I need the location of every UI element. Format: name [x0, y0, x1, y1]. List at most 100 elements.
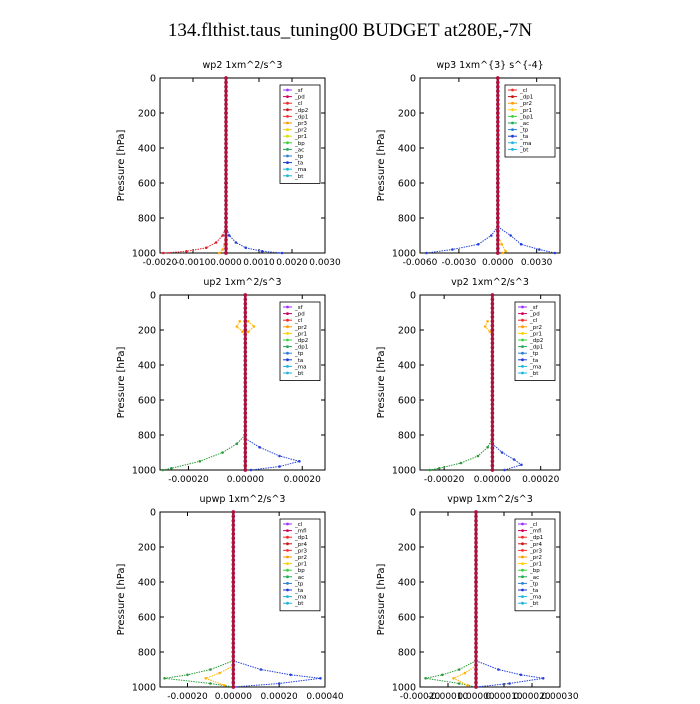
series-point [249, 468, 253, 472]
series-point [466, 684, 469, 687]
series-point [224, 225, 228, 229]
x-tick-label: 0.00000 [227, 475, 264, 485]
legend-marker [521, 575, 524, 579]
series-point [496, 120, 500, 124]
legend-entry: _pr2 [294, 128, 307, 134]
series-point [490, 393, 495, 398]
series-point [243, 315, 248, 319]
legend-marker [521, 601, 524, 605]
series-point [243, 306, 248, 310]
legend-marker [286, 351, 289, 355]
series-point [243, 297, 248, 302]
legend-entry: _pr3 [294, 548, 308, 554]
series-point [496, 163, 500, 168]
legend-entry: _cl [529, 318, 538, 324]
series-point [231, 624, 236, 628]
series-point [496, 233, 500, 238]
y-axis-label: Pressure [hPa] [116, 564, 127, 636]
legend-marker [521, 345, 524, 348]
y-tick-label: 800 [138, 648, 156, 659]
y-axis-label: Pressure [hPa] [376, 564, 387, 636]
series-point [490, 433, 495, 437]
series-point [231, 554, 236, 558]
series-point [496, 251, 500, 255]
legend-marker [286, 358, 289, 362]
series-point [224, 141, 228, 146]
series-point [496, 150, 500, 155]
series-point [477, 243, 480, 246]
x-tick-label: -0.0020 [143, 258, 178, 268]
y-tick-label: 800 [398, 214, 416, 225]
legend-entry: _dp1 [519, 95, 533, 101]
series-point [474, 571, 478, 576]
series-point [441, 673, 444, 677]
series-point [261, 250, 264, 253]
series-point [474, 536, 478, 541]
series-point [490, 463, 495, 468]
series-point [231, 545, 236, 549]
legend-box [279, 84, 321, 184]
series-point [243, 367, 248, 372]
legend-entry: _bt [529, 371, 539, 377]
series-point [496, 106, 500, 111]
series-point [490, 411, 495, 415]
series-point [474, 597, 478, 602]
legend-entry: _tp [529, 581, 539, 587]
series-point [224, 106, 228, 111]
series-point [231, 597, 236, 602]
legend-marker [521, 332, 524, 335]
series-point [162, 251, 165, 255]
series-point [224, 93, 228, 98]
series-line-2 [497, 226, 555, 254]
legend-marker [286, 128, 289, 132]
legend-entry: _pd [294, 312, 305, 318]
series-point [496, 124, 500, 128]
series-point [231, 619, 236, 624]
series-point [243, 323, 248, 328]
panel-title: up2 1xm^2/s^3 [203, 277, 281, 288]
series-point [231, 637, 236, 641]
panel-1: wp2 1xm^2/s^3 Pressure [hPa] 0 200 400 600 800… [116, 60, 341, 268]
series-point [204, 677, 208, 680]
series-point [243, 328, 248, 332]
legend-marker [286, 141, 289, 145]
series-point [500, 243, 504, 246]
series-point [500, 451, 504, 454]
legend-entry: _tp [294, 351, 304, 357]
series-point [474, 575, 478, 580]
legend-entry: _bp1 [519, 114, 533, 120]
legend-marker [511, 108, 514, 112]
series-point [298, 460, 301, 463]
series-point [490, 450, 495, 455]
series-point [474, 606, 478, 611]
series-point [224, 242, 228, 247]
series-point [424, 677, 427, 680]
x-tick-label: 0.00020 [522, 475, 559, 485]
series-point [241, 330, 244, 334]
legend-entry: _dp1 [529, 345, 543, 351]
legend-entry: _ac [519, 121, 529, 127]
series-point [224, 229, 228, 233]
legend-marker [286, 115, 289, 118]
series-point [474, 685, 478, 689]
series-line-3 [497, 235, 507, 254]
y-tick-label: 200 [138, 326, 156, 337]
legend-marker [286, 595, 289, 598]
legend-marker [286, 332, 289, 335]
series-point [496, 137, 500, 142]
series-point [496, 181, 500, 185]
series-point [496, 194, 500, 198]
series-point [218, 671, 221, 675]
series-point [496, 246, 500, 251]
x-tick-label: -0.0010 [176, 258, 211, 268]
series-point [231, 514, 236, 519]
series-point [474, 510, 478, 514]
series-point [243, 332, 248, 337]
y-tick-label: 1000 [132, 466, 156, 477]
y-tick-label: 600 [138, 179, 156, 190]
series-point [490, 380, 495, 385]
y-tick-label: 1000 [392, 249, 416, 260]
series-line-1 [429, 438, 493, 471]
series-point [224, 146, 228, 150]
y-tick-label: 800 [138, 214, 156, 225]
